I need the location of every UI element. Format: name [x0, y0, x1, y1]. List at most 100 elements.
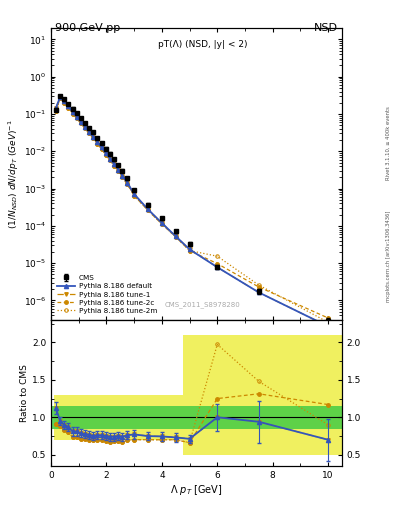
Pythia 8.186 tune-1: [53, 105, 58, 111]
Text: CMS_2011_S8978280: CMS_2011_S8978280: [164, 302, 240, 308]
Pythia 8.186 tune-2m: [187, 247, 192, 253]
Pythia 8.186 tune-1: [99, 144, 104, 151]
Y-axis label: Ratio to CMS: Ratio to CMS: [20, 364, 29, 422]
Text: NSD: NSD: [314, 23, 338, 33]
Pythia 8.186 tune-2m: [62, 99, 66, 105]
Pythia 8.186 tune-1: [95, 139, 100, 145]
Pythia 8.186 default: [62, 98, 66, 104]
Pythia 8.186 tune-2c: [112, 162, 116, 168]
Pythia 8.186 tune-1: [257, 289, 261, 295]
Pythia 8.186 tune-2m: [79, 120, 83, 126]
Pythia 8.186 tune-2m: [74, 115, 79, 121]
Pythia 8.186 tune-2c: [257, 284, 261, 290]
Pythia 8.186 default: [87, 129, 92, 135]
X-axis label: $\Lambda\ p_T$ [GeV]: $\Lambda\ p_T$ [GeV]: [170, 482, 223, 497]
Pythia 8.186 tune-2c: [116, 168, 121, 174]
Line: Pythia 8.186 tune-2c: Pythia 8.186 tune-2c: [54, 96, 330, 319]
Pythia 8.186 tune-1: [70, 109, 75, 115]
Pythia 8.186 default: [132, 191, 136, 197]
Pythia 8.186 tune-2m: [83, 125, 87, 132]
Pythia 8.186 tune-2m: [257, 282, 261, 288]
Pythia 8.186 tune-2m: [125, 181, 130, 187]
Pythia 8.186 tune-1: [108, 156, 112, 162]
Pythia 8.186 tune-2m: [66, 104, 71, 111]
Pythia 8.186 default: [116, 166, 121, 173]
Pythia 8.186 tune-2m: [146, 207, 151, 214]
Pythia 8.186 default: [108, 156, 112, 162]
Text: mcplots.cern.ch [arXiv:1306.3436]: mcplots.cern.ch [arXiv:1306.3436]: [386, 210, 391, 302]
Line: Pythia 8.186 default: Pythia 8.186 default: [54, 95, 330, 328]
Pythia 8.186 tune-1: [146, 206, 151, 212]
Pythia 8.186 tune-2m: [91, 135, 95, 141]
Pythia 8.186 default: [58, 94, 62, 100]
Pythia 8.186 tune-2c: [79, 120, 83, 126]
Text: Rivet 3.1.10, ≥ 400k events: Rivet 3.1.10, ≥ 400k events: [386, 106, 391, 180]
Pythia 8.186 tune-1: [112, 161, 116, 167]
Pythia 8.186 default: [173, 233, 178, 240]
Pythia 8.186 tune-2m: [70, 111, 75, 117]
Pythia 8.186 tune-2c: [95, 141, 100, 147]
Pythia 8.186 tune-2m: [103, 152, 108, 158]
Pythia 8.186 tune-2c: [215, 261, 220, 267]
Pythia 8.186 default: [326, 323, 331, 329]
Pythia 8.186 tune-2c: [99, 146, 104, 152]
Pythia 8.186 default: [99, 144, 104, 151]
Pythia 8.186 tune-2m: [326, 319, 331, 325]
Pythia 8.186 default: [103, 150, 108, 156]
Pythia 8.186 tune-2c: [70, 111, 75, 117]
Pythia 8.186 tune-1: [125, 180, 130, 186]
Pythia 8.186 default: [125, 180, 130, 186]
Pythia 8.186 tune-1: [173, 233, 178, 240]
Pythia 8.186 tune-2m: [58, 95, 62, 101]
Pythia 8.186 tune-2m: [132, 193, 136, 199]
Pythia 8.186 tune-2c: [120, 174, 125, 180]
Pythia 8.186 tune-2m: [215, 253, 220, 259]
Pythia 8.186 default: [95, 139, 100, 145]
Pythia 8.186 tune-2m: [53, 108, 58, 114]
Pythia 8.186 tune-1: [103, 150, 108, 156]
Pythia 8.186 tune-2m: [112, 162, 116, 168]
Pythia 8.186 tune-1: [58, 94, 62, 100]
Pythia 8.186 tune-1: [83, 124, 87, 130]
Line: Pythia 8.186 tune-1: Pythia 8.186 tune-1: [54, 95, 330, 328]
Pythia 8.186 tune-1: [215, 264, 220, 270]
Pythia 8.186 tune-2c: [62, 99, 66, 105]
Pythia 8.186 tune-1: [132, 191, 136, 197]
Pythia 8.186 tune-1: [79, 119, 83, 125]
Pythia 8.186 default: [79, 119, 83, 125]
Pythia 8.186 default: [70, 109, 75, 115]
Pythia 8.186 tune-2c: [87, 131, 92, 137]
Pythia 8.186 tune-2c: [103, 152, 108, 158]
Pythia 8.186 default: [91, 134, 95, 140]
Pythia 8.186 tune-1: [120, 173, 125, 179]
Pythia 8.186 tune-1: [116, 166, 121, 173]
Pythia 8.186 tune-2c: [146, 207, 151, 214]
Pythia 8.186 default: [74, 114, 79, 120]
Pythia 8.186 tune-1: [62, 98, 66, 104]
Pythia 8.186 tune-1: [74, 114, 79, 120]
Pythia 8.186 tune-2m: [116, 168, 121, 174]
Pythia 8.186 default: [53, 105, 58, 111]
Pythia 8.186 tune-2m: [160, 221, 164, 227]
Pythia 8.186 default: [112, 161, 116, 167]
Pythia 8.186 tune-2c: [74, 115, 79, 121]
Pythia 8.186 tune-2c: [91, 135, 95, 141]
Pythia 8.186 default: [215, 264, 220, 270]
Pythia 8.186 tune-2m: [108, 157, 112, 163]
Pythia 8.186 tune-2c: [58, 95, 62, 101]
Pythia 8.186 tune-2c: [108, 157, 112, 163]
Pythia 8.186 tune-2c: [326, 315, 331, 321]
Pythia 8.186 tune-2c: [173, 234, 178, 240]
Y-axis label: $(1/N_{NSD})$ $dN/dp_T$ $(GeV)^{-1}$: $(1/N_{NSD})$ $dN/dp_T$ $(GeV)^{-1}$: [7, 119, 21, 229]
Pythia 8.186 default: [160, 220, 164, 226]
Pythia 8.186 tune-2c: [125, 181, 130, 187]
Pythia 8.186 tune-1: [66, 103, 71, 110]
Pythia 8.186 tune-1: [91, 134, 95, 140]
Pythia 8.186 default: [66, 103, 71, 110]
Pythia 8.186 tune-1: [160, 220, 164, 226]
Text: pT(Λ) (NSD, |y| < 2): pT(Λ) (NSD, |y| < 2): [158, 40, 247, 49]
Pythia 8.186 tune-2c: [53, 108, 58, 114]
Pythia 8.186 default: [187, 246, 192, 252]
Pythia 8.186 default: [257, 289, 261, 295]
Pythia 8.186 tune-2c: [187, 247, 192, 253]
